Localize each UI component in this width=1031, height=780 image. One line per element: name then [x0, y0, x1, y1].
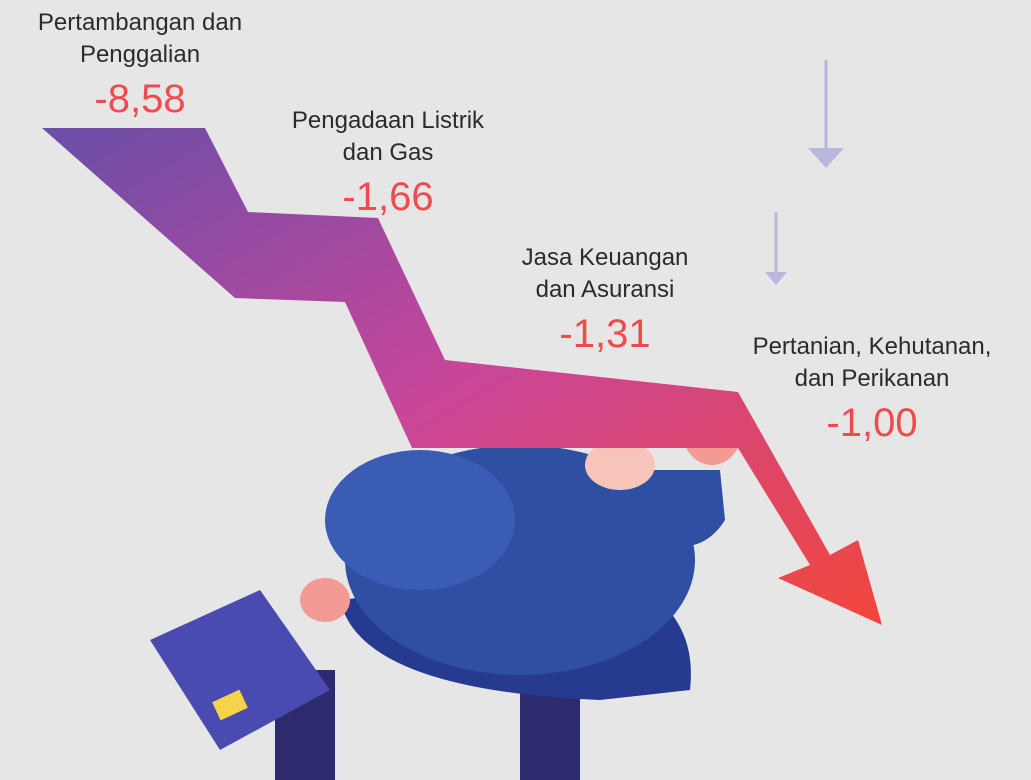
sector-1: Pertambangan dan Penggalian -8,58: [38, 9, 242, 121]
sector-value: -1,00: [826, 401, 917, 445]
sector-label: Jasa Keuangan: [522, 244, 689, 271]
sector-label: dan Perikanan: [795, 365, 950, 392]
sector-value: -1,31: [559, 312, 650, 356]
deco-arrows: [765, 60, 844, 285]
sector-3: Jasa Keuangan dan Asuransi -1,31: [522, 244, 689, 356]
sector-label: Pengadaan Listrik: [292, 107, 485, 134]
sector-label: Pertambangan dan: [38, 9, 242, 36]
sector-4: Pertanian, Kehutanan, dan Perikanan -1,0…: [753, 333, 992, 445]
sector-label: dan Asuransi: [536, 276, 675, 303]
sector-2: Pengadaan Listrik dan Gas -1,66: [292, 107, 485, 219]
sector-label: Pertanian, Kehutanan,: [753, 333, 992, 360]
decline-arrow: [42, 128, 882, 625]
sector-label: dan Gas: [343, 139, 434, 166]
sector-label: Penggalian: [80, 41, 200, 68]
sector-value: -8,58: [94, 77, 185, 121]
sector-value: -1,66: [342, 175, 433, 219]
businessman: [150, 395, 742, 780]
